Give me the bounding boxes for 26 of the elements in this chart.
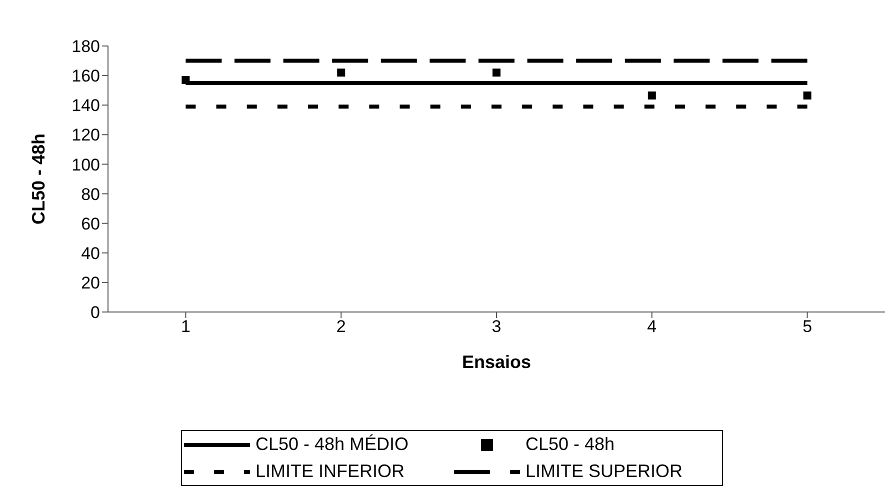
x-axis-title: Ensaios (462, 352, 532, 372)
point (492, 68, 500, 77)
y-tick-label: 0 (90, 303, 100, 322)
x-tick-label: 2 (336, 317, 346, 336)
x-tick-label: 3 (492, 317, 502, 336)
y-tick-label: 80 (81, 184, 100, 204)
point (648, 92, 656, 100)
legend-label: LIMITE INFERIOR (256, 461, 405, 482)
point (337, 68, 346, 77)
point (182, 76, 190, 84)
x-tick-label: 1 (180, 317, 190, 336)
x-tick-label: 5 (802, 317, 812, 336)
y-tick-label: 180 (72, 37, 100, 56)
y-tick-label: 60 (81, 214, 100, 234)
y-tick-label: 20 (81, 273, 100, 292)
legend-label: LIMITE SUPERIOR (526, 461, 683, 482)
y-tick-label: 140 (72, 96, 100, 116)
legend-label: CL50 - 48h MÉDIO (256, 434, 409, 455)
y-tick-label: 120 (72, 126, 100, 145)
y-tick-label: 100 (72, 155, 100, 174)
x-tick-label: 4 (647, 317, 657, 336)
y-axis-title: CL50 - 48h (28, 133, 48, 225)
y-tick-label: 40 (81, 244, 100, 263)
point (803, 92, 812, 100)
y-tick-label: 160 (72, 66, 100, 86)
legend-label: CL50 - 48h (526, 434, 615, 455)
